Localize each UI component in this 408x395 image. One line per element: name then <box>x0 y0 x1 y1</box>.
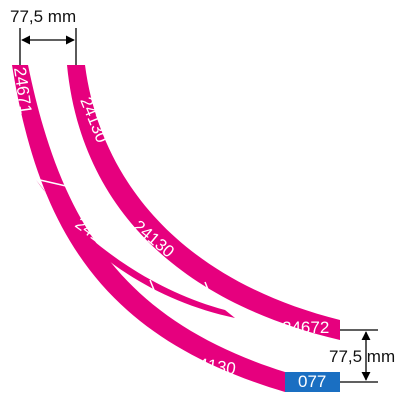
separator-inner-2 <box>204 281 214 303</box>
inner-curved-track <box>67 65 340 340</box>
separator-inner-1 <box>91 181 109 197</box>
separator-branch-1 <box>149 279 159 301</box>
dimension-top-label: 77,5 mm <box>10 7 76 26</box>
separator-outer-2 <box>54 249 76 261</box>
dimension-right-label: 77,5 mm <box>329 347 395 366</box>
label-straight-end: 077 <box>298 372 326 391</box>
straight-piece-077 <box>285 372 340 392</box>
label-outer-start: 24671 <box>10 66 35 115</box>
separator-outer-3 <box>149 337 159 359</box>
outer-curved-track <box>12 65 285 392</box>
separator-outer-1 <box>39 179 67 187</box>
label-inner-end: 24672 <box>282 318 329 337</box>
